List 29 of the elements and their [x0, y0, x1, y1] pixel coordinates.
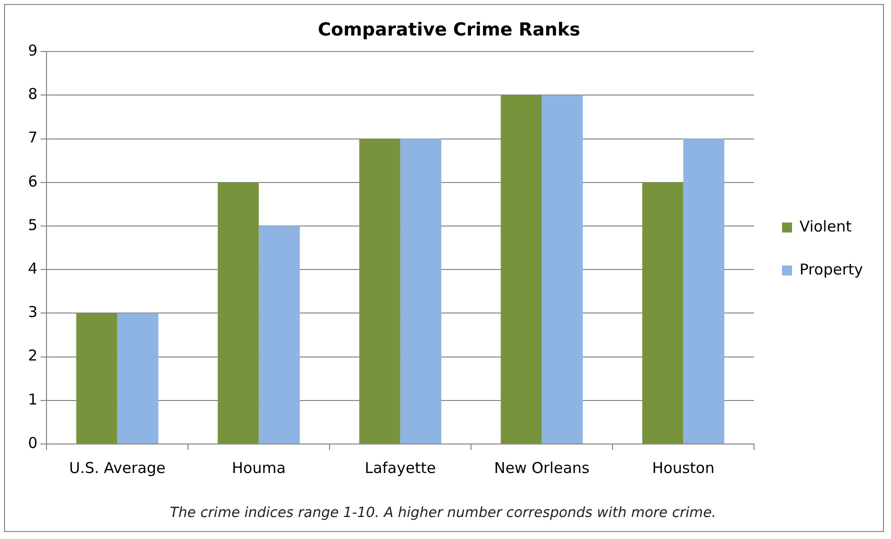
y-tick-label: 4 [28, 259, 38, 278]
bar [117, 313, 158, 444]
bar [500, 95, 542, 444]
legend-label: Violent [800, 217, 852, 236]
y-tick-label: 0 [28, 434, 38, 452]
x-tick-label: Houma [232, 458, 286, 477]
y-tick-label: 5 [28, 216, 38, 234]
y-tick-label: 8 [28, 85, 38, 104]
y-tick-label: 6 [28, 172, 38, 190]
bar [359, 138, 400, 444]
bar [258, 226, 300, 444]
x-tick-label: Lafayette [364, 458, 436, 477]
bar [542, 95, 583, 444]
bar [683, 138, 724, 444]
x-tick-label: Houston [652, 458, 714, 477]
bar [76, 313, 118, 444]
chart-title: Comparative Crime Ranks [318, 19, 580, 40]
bar [642, 182, 684, 444]
y-tick-label: 3 [28, 303, 38, 322]
x-tick-label: U.S. Average [69, 458, 166, 477]
bar [218, 182, 259, 444]
y-tick-label: 1 [28, 390, 38, 408]
legend-label: Property [800, 260, 864, 278]
bar [400, 138, 442, 444]
y-tick-label: 2 [28, 346, 38, 365]
text: The crime indices range 1-10. A higher number corresponds with more crime. [168, 505, 718, 521]
y-tick-label: 7 [28, 128, 38, 147]
x-tick-label: New Orleans [494, 458, 590, 477]
y-tick-label: 9 [28, 41, 38, 60]
